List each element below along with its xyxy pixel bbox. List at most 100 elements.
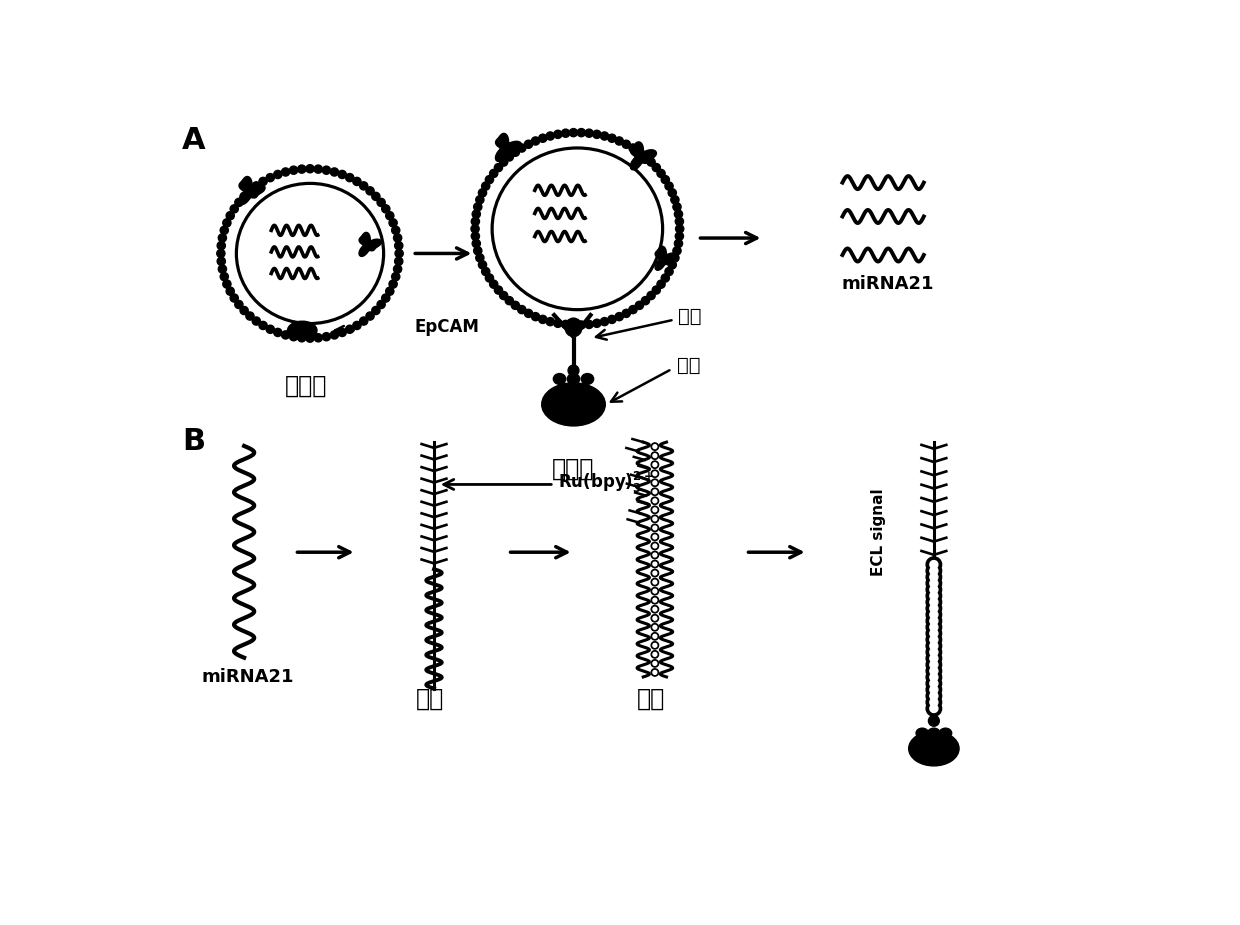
Circle shape: [651, 479, 658, 487]
Circle shape: [930, 598, 937, 606]
Circle shape: [930, 586, 937, 594]
Circle shape: [577, 129, 585, 137]
Circle shape: [653, 553, 657, 557]
Circle shape: [394, 257, 403, 265]
Circle shape: [217, 250, 224, 257]
Ellipse shape: [568, 365, 579, 376]
Circle shape: [651, 587, 658, 595]
Circle shape: [926, 682, 941, 697]
Circle shape: [546, 317, 554, 326]
Circle shape: [930, 579, 937, 587]
Circle shape: [281, 168, 290, 176]
Circle shape: [657, 169, 665, 178]
Circle shape: [538, 315, 547, 324]
Circle shape: [322, 166, 331, 174]
Ellipse shape: [929, 715, 940, 726]
Circle shape: [372, 306, 379, 314]
Circle shape: [479, 261, 486, 269]
Circle shape: [346, 326, 353, 333]
Circle shape: [926, 645, 941, 660]
Circle shape: [653, 508, 657, 512]
Circle shape: [651, 497, 658, 504]
Text: 识别: 识别: [415, 686, 444, 710]
Ellipse shape: [582, 374, 594, 385]
Circle shape: [298, 334, 306, 342]
Circle shape: [653, 580, 657, 584]
Circle shape: [653, 644, 657, 648]
Circle shape: [653, 526, 657, 530]
Circle shape: [485, 274, 494, 282]
Circle shape: [476, 196, 484, 204]
Circle shape: [926, 695, 941, 709]
Circle shape: [651, 551, 658, 559]
Text: 外泌体: 外泌体: [285, 374, 327, 398]
Circle shape: [926, 632, 941, 648]
Circle shape: [471, 217, 480, 226]
Circle shape: [651, 542, 658, 549]
Circle shape: [490, 169, 497, 178]
Circle shape: [226, 287, 234, 295]
Circle shape: [593, 319, 601, 327]
Circle shape: [495, 286, 502, 294]
Circle shape: [360, 317, 368, 325]
Circle shape: [554, 319, 562, 327]
Circle shape: [393, 265, 402, 273]
Text: 磁珠: 磁珠: [677, 356, 701, 376]
Circle shape: [930, 685, 937, 694]
Circle shape: [562, 320, 569, 328]
Circle shape: [377, 198, 386, 206]
Polygon shape: [630, 142, 656, 170]
Circle shape: [653, 462, 657, 466]
Circle shape: [495, 164, 502, 172]
Circle shape: [474, 203, 482, 211]
Circle shape: [926, 595, 941, 610]
Ellipse shape: [567, 374, 580, 385]
Circle shape: [252, 317, 260, 325]
Circle shape: [926, 607, 941, 623]
Circle shape: [651, 506, 658, 513]
Circle shape: [223, 280, 231, 288]
Circle shape: [676, 217, 683, 226]
Circle shape: [382, 294, 389, 302]
Circle shape: [665, 267, 673, 276]
Circle shape: [930, 642, 937, 650]
Circle shape: [651, 633, 658, 640]
Circle shape: [569, 321, 578, 329]
Circle shape: [505, 153, 513, 161]
Circle shape: [653, 589, 657, 593]
Circle shape: [339, 328, 346, 337]
Circle shape: [653, 544, 657, 548]
Circle shape: [267, 326, 274, 333]
Circle shape: [930, 629, 937, 637]
Circle shape: [615, 313, 624, 321]
Circle shape: [641, 153, 650, 161]
Circle shape: [517, 305, 526, 314]
Circle shape: [926, 570, 941, 585]
Circle shape: [600, 317, 609, 326]
Ellipse shape: [288, 321, 317, 339]
Circle shape: [394, 241, 403, 250]
Circle shape: [386, 287, 394, 295]
Circle shape: [289, 333, 298, 340]
Circle shape: [241, 306, 248, 314]
Circle shape: [393, 234, 402, 242]
Circle shape: [500, 158, 507, 166]
Circle shape: [382, 204, 389, 213]
Text: A: A: [182, 127, 206, 155]
Circle shape: [651, 597, 658, 604]
Circle shape: [585, 320, 593, 328]
Circle shape: [562, 130, 569, 137]
Circle shape: [485, 176, 494, 184]
Circle shape: [653, 499, 657, 502]
Circle shape: [926, 638, 941, 654]
Circle shape: [392, 227, 399, 234]
Ellipse shape: [565, 318, 582, 337]
Circle shape: [389, 280, 397, 288]
Circle shape: [653, 562, 657, 566]
Circle shape: [926, 676, 941, 691]
Circle shape: [926, 701, 941, 716]
Circle shape: [651, 614, 658, 622]
Circle shape: [360, 182, 368, 190]
Circle shape: [926, 688, 941, 704]
Circle shape: [930, 648, 937, 656]
